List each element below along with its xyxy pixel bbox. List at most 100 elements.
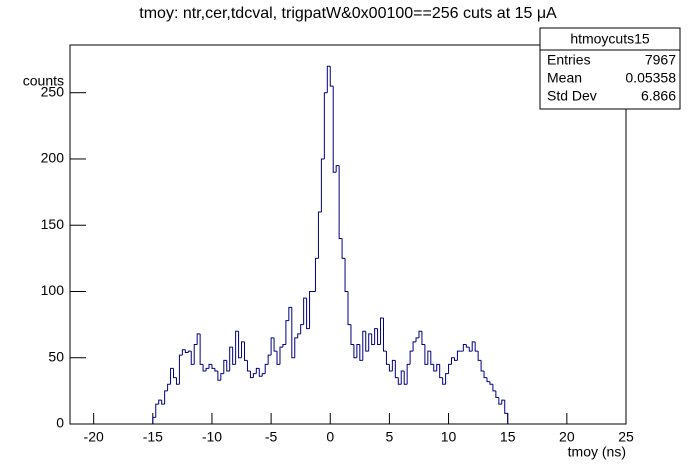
- x-tick-label: -10: [202, 429, 222, 445]
- y-tick-label: 50: [48, 348, 64, 364]
- histogram-bin: [385, 351, 390, 365]
- histogram-bin: [326, 65, 331, 93]
- histogram-bin: [199, 333, 204, 365]
- histogram-bin: [391, 359, 396, 371]
- histogram-bin: [214, 368, 218, 372]
- histogram-bin: [495, 390, 499, 398]
- histogram-bin: [291, 307, 295, 359]
- x-tick-label: 20: [559, 429, 575, 445]
- histogram-bin: [471, 341, 476, 352]
- histogram-bin: [353, 344, 357, 359]
- histogram-bin: [235, 330, 239, 365]
- x-tick-label: -15: [143, 429, 163, 445]
- histogram-bin: [205, 367, 209, 371]
- x-tick-label: -5: [265, 429, 278, 445]
- histogram-bin: [412, 341, 417, 352]
- stats-key: Std Dev: [547, 88, 597, 104]
- stats-key: Entries: [547, 52, 591, 68]
- histogram-bin: [181, 349, 186, 356]
- x-tick-label: 10: [441, 429, 457, 445]
- y-tick-label: 200: [41, 150, 65, 166]
- histogram-bin: [421, 331, 425, 345]
- stats-frame: [539, 27, 681, 110]
- x-axis-label: tmoy (ns): [568, 444, 626, 460]
- histogram-bin: [288, 306, 292, 321]
- histogram-bin: [300, 324, 304, 334]
- y-tick-label: 100: [41, 282, 65, 298]
- histogram-bin: [167, 383, 171, 391]
- histogram-bin: [241, 341, 245, 358]
- histogram-bin: [270, 337, 275, 356]
- histogram-bin: [480, 360, 485, 372]
- histogram-bin: [190, 351, 195, 365]
- histogram-bin: [243, 341, 248, 361]
- histogram-bin: [184, 349, 189, 353]
- histogram-bin: [394, 360, 399, 379]
- histogram-bin: [477, 351, 482, 361]
- x-tick-label: 5: [386, 429, 394, 445]
- x-tick-label: 15: [500, 429, 516, 445]
- histogram-bin: [255, 367, 260, 374]
- histogram-bin: [309, 290, 313, 329]
- histogram-bin: [276, 351, 280, 365]
- histogram-bin: [226, 360, 230, 372]
- histogram-bin: [338, 165, 343, 239]
- histogram-bin: [397, 377, 402, 385]
- histogram-bin: [474, 341, 479, 352]
- histogram-bin: [400, 370, 405, 385]
- histogram-bin: [427, 350, 431, 365]
- histogram-bin: [486, 377, 490, 383]
- histogram-bin: [350, 324, 354, 345]
- histogram-bin: [158, 399, 162, 405]
- histogram-bin: [282, 343, 286, 348]
- histogram-bin: [193, 343, 198, 365]
- histogram-bin: [297, 333, 301, 338]
- histogram-bin: [359, 344, 363, 361]
- histogram-bin: [164, 390, 168, 405]
- stats-title: htmoycuts15: [570, 31, 650, 47]
- histogram-bin: [261, 373, 266, 377]
- histogram-bin: [380, 317, 384, 345]
- y-tick-label: 250: [41, 83, 65, 99]
- histogram-bin: [175, 377, 180, 385]
- histogram-bin: [365, 331, 369, 352]
- histogram-bin: [436, 363, 440, 371]
- histogram-bin: [264, 363, 269, 374]
- histogram-bin: [252, 373, 257, 378]
- histogram-bin: [347, 291, 351, 326]
- stats-value: 6.866: [641, 88, 676, 104]
- histogram-bin: [232, 347, 236, 365]
- x-tick-label: 0: [326, 429, 334, 445]
- histogram-bin: [451, 357, 455, 365]
- histogram-bin: [161, 400, 165, 405]
- stats-key: Mean: [547, 70, 582, 86]
- histogram-bin: [424, 344, 428, 365]
- histogram-bin: [220, 373, 224, 381]
- histogram-bin: [217, 370, 221, 381]
- histogram-bin: [382, 317, 387, 352]
- histogram-bin: [374, 328, 378, 345]
- histogram-bin: [335, 165, 340, 173]
- histogram-bin: [303, 297, 307, 325]
- histogram-bin: [433, 364, 437, 372]
- histogram-bin: [267, 354, 272, 365]
- histogram-bin: [468, 347, 473, 352]
- histogram-bin: [314, 257, 319, 292]
- histogram-bin: [173, 368, 177, 379]
- histogram-bin: [439, 364, 443, 379]
- x-tick-label: 25: [618, 429, 634, 445]
- histogram-bin: [388, 364, 393, 372]
- y-tick-label: 150: [41, 216, 65, 232]
- histogram-bin: [306, 298, 310, 330]
- histogram-bin: [462, 343, 467, 352]
- histogram-bin: [368, 333, 372, 352]
- histogram-bin: [453, 357, 458, 361]
- histogram-bin: [403, 370, 408, 385]
- histogram-bin: [208, 363, 212, 369]
- stats-value: 0.05358: [625, 70, 676, 86]
- histogram-bin: [320, 158, 325, 212]
- histogram-bin: [187, 350, 192, 353]
- histogram-bin: [344, 258, 348, 292]
- histogram-bin: [341, 238, 346, 259]
- histogram-bin: [258, 368, 263, 377]
